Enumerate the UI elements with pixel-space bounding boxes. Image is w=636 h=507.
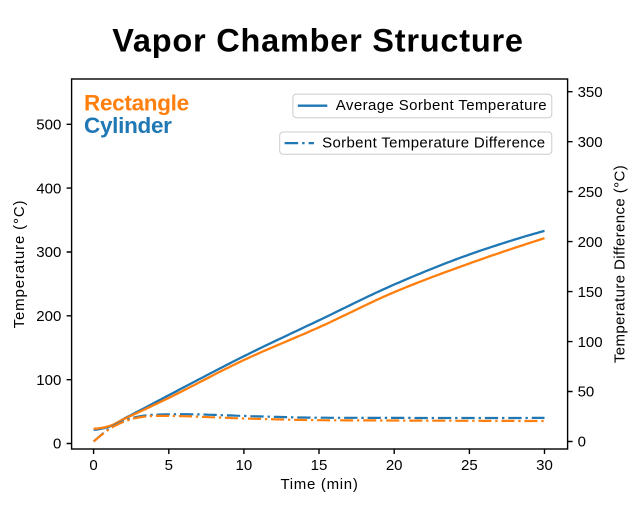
svg-text:350: 350 (578, 84, 603, 101)
svg-text:250: 250 (578, 184, 603, 201)
svg-text:10: 10 (236, 457, 253, 474)
svg-text:20: 20 (386, 457, 403, 474)
svg-text:100: 100 (36, 372, 61, 389)
svg-text:100: 100 (578, 334, 603, 351)
svg-text:300: 300 (578, 134, 603, 151)
svg-text:0: 0 (578, 434, 586, 451)
svg-text:Average Sorbent Temperature: Average Sorbent Temperature (336, 97, 547, 114)
svg-text:Cylinder: Cylinder (84, 113, 172, 138)
svg-text:Sorbent Temperature Difference: Sorbent Temperature Difference (322, 135, 545, 152)
svg-text:Rectangle: Rectangle (84, 90, 189, 115)
svg-text:5: 5 (165, 457, 173, 474)
svg-text:Time (min): Time (min) (280, 476, 358, 493)
svg-text:30: 30 (536, 457, 553, 474)
svg-text:15: 15 (311, 457, 328, 474)
svg-text:Temperature (°C): Temperature (°C) (11, 200, 28, 329)
svg-text:500: 500 (36, 117, 61, 134)
svg-text:0: 0 (53, 436, 61, 453)
svg-text:150: 150 (578, 284, 603, 301)
svg-text:Temperature Difference (°C): Temperature Difference (°C) (612, 165, 629, 363)
svg-text:25: 25 (461, 457, 478, 474)
svg-text:0: 0 (89, 457, 97, 474)
svg-text:200: 200 (36, 308, 61, 325)
svg-text:Vapor Chamber Structure: Vapor Chamber Structure (112, 22, 523, 58)
svg-text:50: 50 (578, 384, 595, 401)
svg-text:200: 200 (578, 234, 603, 251)
svg-text:400: 400 (36, 180, 61, 197)
svg-text:300: 300 (36, 244, 61, 261)
